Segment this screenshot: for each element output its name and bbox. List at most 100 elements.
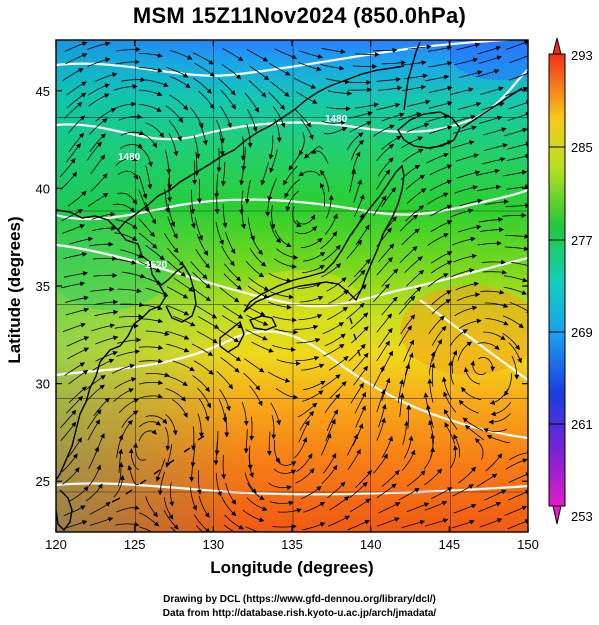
streamline: [508, 100, 528, 110]
streamline: [166, 66, 189, 78]
streamline: [350, 382, 364, 404]
streamline: [266, 431, 272, 456]
streamline: [63, 505, 86, 517]
streamline: [429, 125, 453, 135]
streamline: [113, 474, 125, 498]
streamline: [478, 115, 503, 124]
streamline: [93, 272, 118, 278]
streamline: [121, 410, 139, 428]
streamline: [507, 519, 528, 530]
streamline: [190, 286, 212, 302]
streamline: [277, 508, 302, 513]
streamline: [127, 464, 140, 486]
streamline: [457, 466, 476, 484]
streamline: [249, 248, 267, 267]
colorbar-label: 285: [571, 140, 593, 155]
streamline: [457, 224, 482, 233]
streamline: [272, 316, 297, 323]
streamline: [402, 149, 424, 163]
streamline: [250, 233, 263, 255]
streamline: [322, 244, 341, 262]
streamline: [243, 429, 249, 454]
streamline: [401, 136, 424, 149]
streamline: [244, 92, 260, 113]
streamline: [478, 55, 502, 64]
streamline: [404, 256, 423, 273]
streamline: [320, 64, 345, 71]
colorbar-label: 269: [571, 325, 593, 340]
streamline: [138, 429, 157, 442]
streamline: [321, 263, 342, 278]
streamline: [450, 87, 474, 95]
streamline: [193, 360, 214, 375]
streamline: [430, 251, 453, 264]
wind-streamlines: [59, 40, 528, 532]
streamline: [271, 415, 277, 440]
streamline: [406, 99, 431, 107]
streamline: [87, 57, 111, 67]
streamline: [479, 518, 503, 528]
streamline: [461, 386, 482, 400]
streamline: [480, 289, 505, 295]
streamline: [300, 237, 323, 248]
streamline: [239, 161, 245, 186]
streamline: [452, 236, 476, 246]
streamline: [458, 399, 479, 414]
streamline: [120, 249, 144, 259]
streamline: [67, 347, 90, 360]
streamline: [455, 153, 480, 162]
streamline: [503, 286, 527, 295]
streamline: [244, 472, 257, 494]
streamline: [270, 205, 276, 230]
streamline: [117, 337, 142, 344]
streamline: [502, 212, 527, 218]
streamline: [165, 443, 173, 468]
streamline: [225, 482, 237, 505]
streamline: [241, 401, 249, 426]
streamline: [214, 189, 220, 215]
streamline: [138, 275, 162, 285]
streamline: [347, 519, 371, 531]
contour-label: 1520: [145, 260, 168, 271]
streamline: [490, 402, 512, 417]
streamline: [195, 525, 204, 532]
streamline: [191, 426, 196, 451]
streamline: [484, 489, 507, 501]
streamline: [297, 402, 318, 418]
streamline: [59, 158, 76, 178]
streamline: [192, 52, 215, 65]
streamline: [376, 388, 386, 413]
streamline: [376, 483, 397, 499]
streamline: [138, 420, 162, 428]
streamline: [474, 437, 484, 460]
streamline: [292, 206, 302, 228]
streamline: [300, 485, 322, 500]
streamline: [117, 192, 138, 205]
streamline: [426, 192, 449, 205]
streamline: [506, 40, 528, 50]
streamline: [268, 91, 286, 111]
streamline: [112, 101, 137, 110]
streamline: [301, 264, 325, 274]
streamline: [485, 318, 509, 326]
streamline: [145, 496, 159, 518]
streamline: [477, 184, 502, 192]
streamline: [458, 198, 483, 207]
streamline: [402, 449, 416, 471]
streamline: [86, 375, 106, 390]
streamline: [94, 72, 118, 83]
streamline: [115, 219, 138, 230]
streamline: [87, 193, 109, 207]
streamline: [426, 152, 449, 164]
streamline: [248, 277, 270, 291]
streamline: [298, 62, 322, 72]
streamline: [245, 260, 265, 278]
streamline: [303, 251, 326, 262]
streamline: [247, 217, 255, 242]
streamline: [347, 448, 361, 470]
streamline: [355, 405, 366, 428]
streamline: [453, 253, 477, 263]
credit-drawing: Drawing by DCL (https://www.gfd-dennou.o…: [163, 594, 436, 605]
streamline: [476, 473, 498, 487]
streamline: [90, 154, 106, 175]
